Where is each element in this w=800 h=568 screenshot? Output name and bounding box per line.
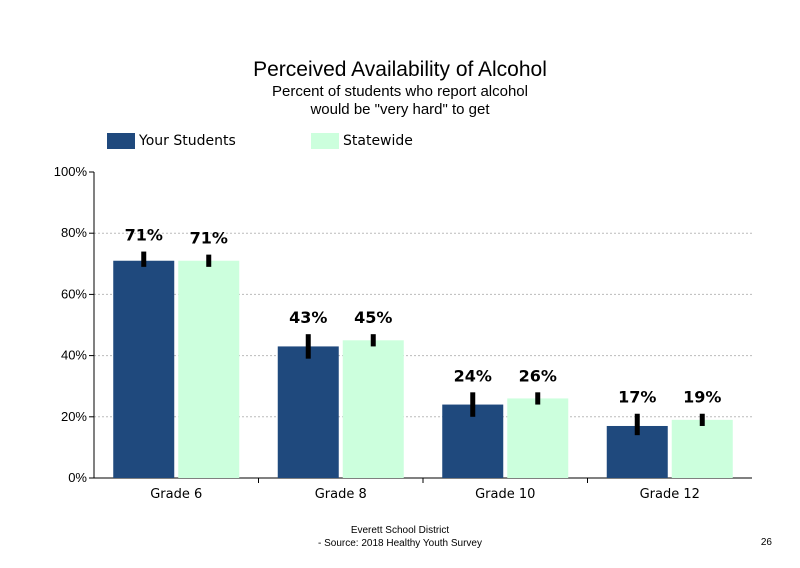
data-label-your-students: 71% <box>125 226 163 245</box>
x-category-label: Grade 6 <box>150 487 202 502</box>
y-tick-label: 20% <box>61 409 87 424</box>
page-number: 26 <box>760 537 772 548</box>
legend-swatch-statewide <box>311 133 339 149</box>
bar-your-students <box>113 260 175 478</box>
x-category-label: Grade 8 <box>315 487 367 502</box>
x-category-label: Grade 10 <box>475 487 535 502</box>
legend-item-statewide: Statewide <box>311 133 413 149</box>
legend-item-your-students: Your Students <box>107 133 236 149</box>
bar-statewide <box>178 260 240 478</box>
y-tick-label: 0% <box>68 470 87 485</box>
y-tick-label: 100% <box>54 164 88 179</box>
data-label-statewide: 71% <box>190 229 228 248</box>
y-tick-label: 40% <box>61 348 87 363</box>
data-label-statewide: 26% <box>519 366 557 385</box>
chart-subtitle: Percent of students who report alcohol w… <box>0 83 800 119</box>
bar-statewide <box>507 398 569 478</box>
data-label-your-students: 24% <box>454 366 492 385</box>
y-tick-label: 60% <box>61 286 87 301</box>
footer-district: Everett School District <box>350 525 450 536</box>
subtitle-line-1: Percent of students who report alcohol <box>272 83 528 100</box>
legend: Your Students Statewide <box>0 133 800 153</box>
footer-source: - Source: 2018 Healthy Youth Survey <box>318 538 482 549</box>
footer: Everett School District - Source: 2018 H… <box>0 524 800 550</box>
legend-label-your-students: Your Students <box>139 133 236 149</box>
data-label-statewide: 19% <box>683 388 721 407</box>
bar-statewide <box>342 340 404 478</box>
data-label-statewide: 45% <box>354 308 392 327</box>
chart-title: Perceived Availability of Alcohol <box>253 58 547 81</box>
data-label-your-students: 17% <box>618 388 656 407</box>
legend-label-statewide: Statewide <box>343 133 413 149</box>
y-tick-label: 80% <box>61 225 87 240</box>
bar-your-students <box>277 346 339 478</box>
data-label-your-students: 43% <box>289 308 327 327</box>
x-category-label: Grade 12 <box>640 487 700 502</box>
bar-statewide <box>671 419 733 478</box>
subtitle-line-2: would be "very hard" to get <box>310 101 490 118</box>
legend-swatch-your-students <box>107 133 135 149</box>
